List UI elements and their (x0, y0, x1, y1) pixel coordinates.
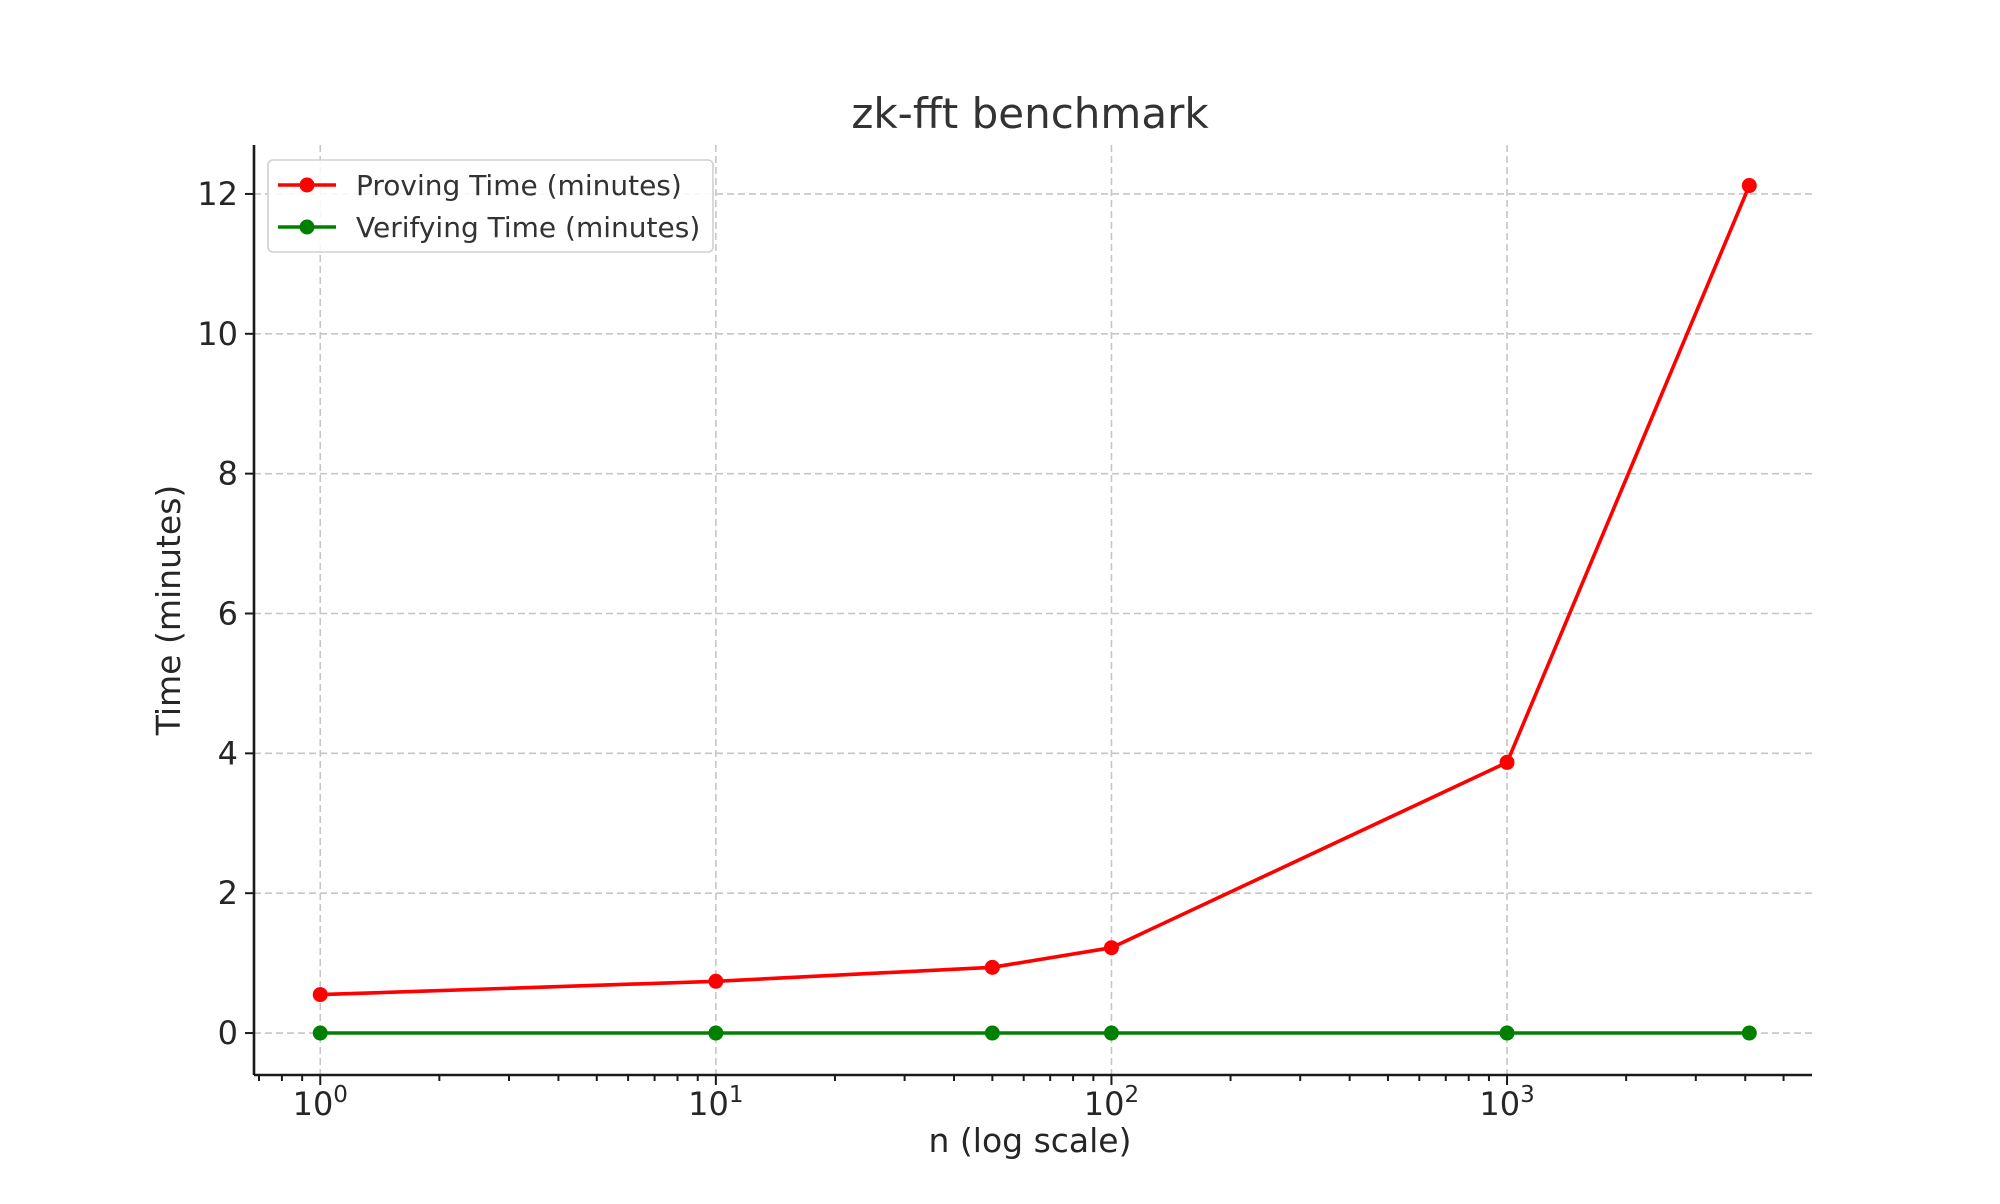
y-tick-label: 6 (218, 594, 238, 632)
legend-marker (299, 177, 315, 193)
data-point (1741, 178, 1757, 194)
y-tick-label: 4 (218, 734, 238, 772)
y-tick-label: 12 (197, 175, 238, 213)
y-tick-label: 8 (218, 455, 238, 493)
legend-marker (299, 219, 315, 235)
y-tick-label: 0 (218, 1014, 238, 1052)
chart-title: zk-fft benchmark (851, 89, 1209, 138)
x-axis-label: n (log scale) (929, 1121, 1132, 1160)
tick-labels: 0 2 4 6 8 10 12 100 101 102 103 (197, 175, 1534, 1123)
grid (254, 145, 1812, 1075)
y-tick-label: 10 (197, 315, 238, 353)
data-point (1103, 940, 1119, 956)
x-tick-label: 101 (688, 1082, 743, 1123)
x-tick-label: 103 (1479, 1082, 1534, 1123)
legend-item: Verifying Time (minutes) (278, 211, 700, 244)
legend-label: Proving Time (minutes) (356, 169, 682, 202)
legend: Proving Time (minutes) Verifying Time (mi… (267, 159, 714, 253)
x-tick-label: 100 (293, 1082, 348, 1123)
data-point (984, 1025, 1000, 1041)
axes (245, 145, 1812, 1085)
data-point (708, 1025, 724, 1041)
y-tick-label: 2 (218, 874, 238, 912)
data-point (1499, 1025, 1515, 1041)
data-point (312, 1025, 328, 1041)
data-point (708, 973, 724, 989)
series-layer (312, 178, 1757, 1041)
data-point (312, 987, 328, 1003)
data-point (1499, 754, 1515, 770)
legend-label: Verifying Time (minutes) (356, 211, 700, 244)
x-tick-label: 102 (1084, 1082, 1139, 1123)
legend-box (267, 159, 714, 253)
data-point (1741, 1025, 1757, 1041)
series-line (320, 184, 1751, 997)
series-verifying-time (312, 1025, 1757, 1041)
series-proving-time (312, 178, 1757, 1003)
y-axis-label: Time (minutes) (149, 485, 188, 737)
data-point (984, 959, 1000, 975)
legend-item: Proving Time (minutes) (278, 169, 682, 202)
data-point (1103, 1025, 1119, 1041)
